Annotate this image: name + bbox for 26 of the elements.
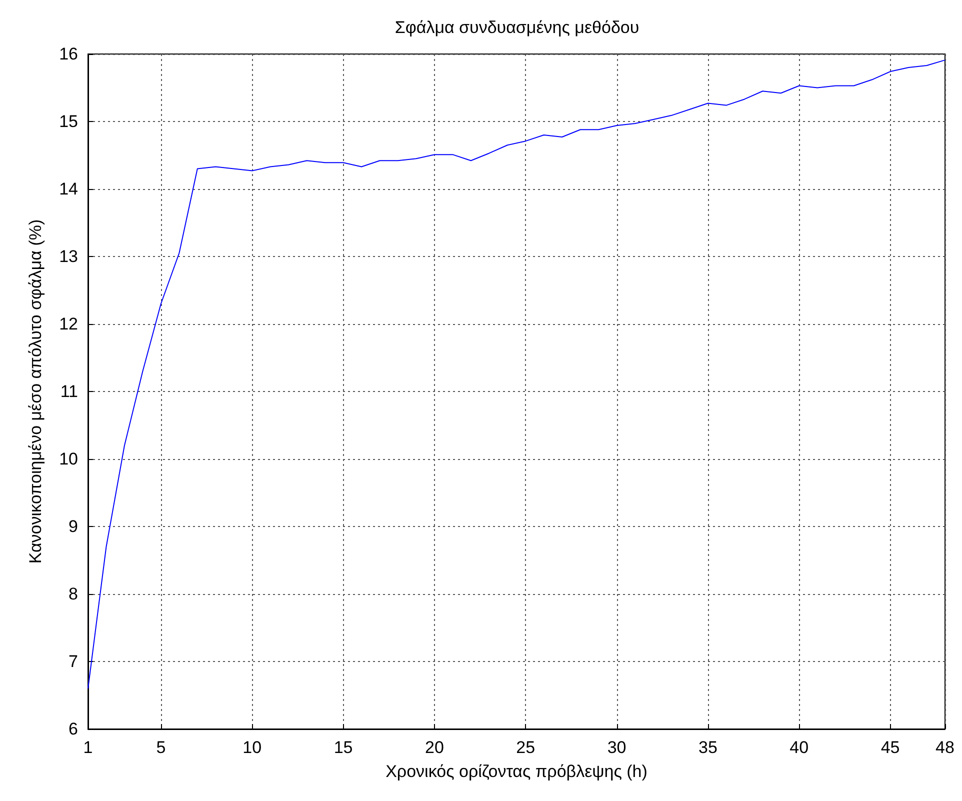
x-tick-label: 35: [698, 738, 718, 757]
line-series: [88, 60, 946, 689]
x-tick-label: 48: [936, 738, 954, 757]
y-tick-label: 14: [59, 180, 78, 198]
y-tick-label: 9: [68, 517, 78, 536]
x-axis-title: Χρονικός ορίζοντας πρόβλεψης (h): [386, 762, 648, 781]
x-tick-label: 20: [424, 738, 444, 757]
y-axis-title: Κανονικοποιημένο μέσο απόλυτο σφάλμα (%): [26, 219, 45, 564]
y-tick-label: 8: [68, 584, 78, 604]
y-tick-label: 6: [68, 720, 78, 738]
x-tick-label: 5: [156, 738, 166, 757]
y-tick-label: 11: [60, 382, 78, 401]
x-tick-label: 15: [334, 738, 353, 757]
y-tick-label: 12: [59, 314, 78, 334]
y-tick-label: 15: [59, 112, 78, 131]
x-tick-label: 1: [83, 738, 93, 757]
x-tick-label: 40: [790, 738, 809, 757]
y-tick-label: 10: [59, 450, 78, 468]
chart-title: Σφάλμα συνδυασμένης μεθόδου: [394, 18, 640, 37]
x-tick-label: 30: [607, 738, 626, 757]
y-tick-label: 7: [68, 652, 78, 671]
y-tick-label: 13: [59, 247, 78, 266]
y-tick-label: 16: [59, 44, 78, 64]
x-tick-label: 25: [516, 738, 536, 757]
x-tick-label: 45: [880, 738, 900, 757]
x-tick-label: 10: [242, 738, 262, 757]
